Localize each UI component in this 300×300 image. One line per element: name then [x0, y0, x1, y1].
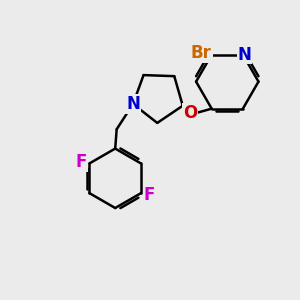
Text: O: O [183, 104, 197, 122]
Text: N: N [237, 46, 251, 64]
Text: F: F [75, 153, 87, 171]
Text: F: F [144, 186, 155, 204]
Text: Br: Br [191, 44, 212, 62]
Text: N: N [126, 95, 140, 113]
